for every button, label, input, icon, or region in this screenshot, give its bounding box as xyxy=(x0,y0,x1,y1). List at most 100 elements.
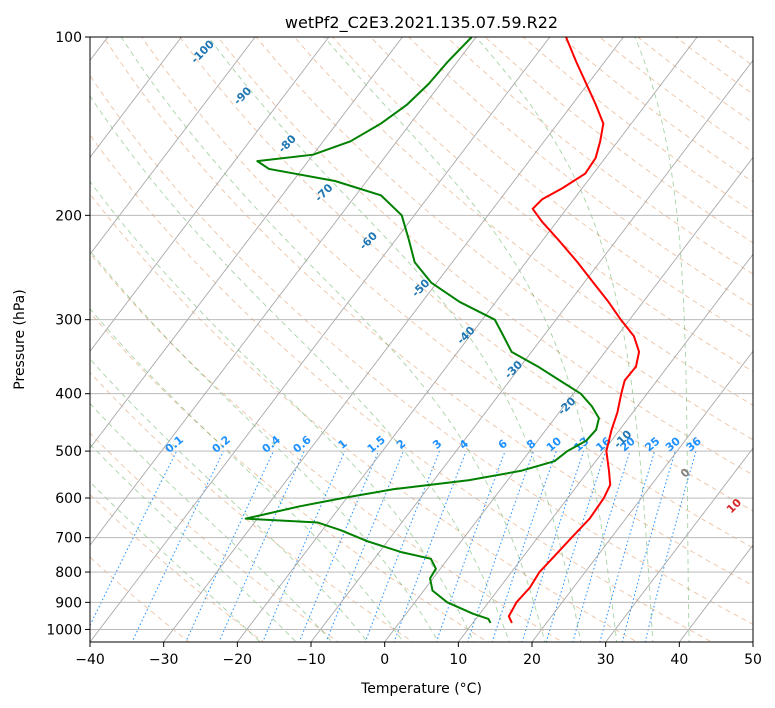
mixing-ratio-label: 0.4 xyxy=(260,433,284,456)
isotherm-line xyxy=(90,37,256,256)
isotherm-label: -80 xyxy=(276,132,299,155)
x-tick-label: −20 xyxy=(223,652,253,668)
moist-adiabat-line xyxy=(90,308,404,642)
mixing-ratio-line xyxy=(298,450,380,642)
isotherm-line xyxy=(236,37,698,642)
mixing-ratio-line xyxy=(545,450,607,642)
chart-title: wetPf2_C2E3.2021.135.07.59.R22 xyxy=(285,13,558,33)
x-tick-label: −10 xyxy=(296,652,326,668)
dry-adiabat-line xyxy=(90,74,753,625)
dry-adiabat-line xyxy=(446,37,753,275)
mixing-ratio-label: 2 xyxy=(394,437,408,452)
x-tick-label: 50 xyxy=(744,652,762,668)
isotherm-line xyxy=(90,37,403,449)
sounding-series xyxy=(244,37,641,624)
x-tick-label: 0 xyxy=(380,652,389,668)
isotherm-line xyxy=(163,37,624,642)
moist-adiabat-line xyxy=(90,250,439,642)
x-tick-label: 20 xyxy=(523,652,541,668)
mixing-ratio-label: 4 xyxy=(457,437,471,452)
dry-adiabat-line xyxy=(598,37,753,153)
mixing-ratio-label: 1.5 xyxy=(365,433,388,455)
x-axis-label: Temperature (°C) xyxy=(360,681,482,697)
isotherms xyxy=(90,37,753,642)
isotherm-label: -20 xyxy=(555,394,578,417)
dry-adiabat-line xyxy=(331,37,753,373)
mixing-ratio-label: 6 xyxy=(496,437,510,452)
y-tick-label: 900 xyxy=(55,595,82,611)
y-axis: 100 200 300 400 500 600 700 800 900 1000 xyxy=(46,30,90,638)
mixing-ratio-line xyxy=(325,450,404,642)
isotherm-line xyxy=(90,37,551,642)
isotherm-label: -70 xyxy=(312,181,335,204)
y-tick-label: 200 xyxy=(55,208,82,224)
y-tick-label: 100 xyxy=(55,30,82,46)
mixing-ratio-line xyxy=(262,450,346,642)
annotation-labels: 0.1 0.2 0.4 0.6 1 1.5 2 3 4 6 8 10 13 16 20 25 30 36-100-… xyxy=(163,37,745,516)
temperature-profile-line xyxy=(507,37,641,624)
plot-frame xyxy=(89,36,754,643)
x-tick-label: 10 xyxy=(449,652,467,668)
mixing-ratio-line xyxy=(131,450,224,642)
dry-adiabat-line xyxy=(675,37,753,95)
mixing-ratio-line xyxy=(521,450,585,642)
isotherm-line xyxy=(384,156,753,642)
dry-adiabat-line xyxy=(179,37,753,512)
isotherm-line xyxy=(752,641,753,642)
isotherm-line xyxy=(531,350,753,642)
isotherm-line xyxy=(310,59,753,642)
mixing-ratio-line xyxy=(218,450,305,642)
isotherm-label: -40 xyxy=(454,324,477,347)
y-tick-label: 700 xyxy=(55,531,82,547)
dry-adiabat-line xyxy=(522,37,753,213)
mixing-ratio-line xyxy=(435,450,506,642)
x-tick-label: −30 xyxy=(149,652,179,668)
pressure-gridlines xyxy=(90,37,753,630)
dry-adiabat-line xyxy=(560,37,753,183)
x-axis: −40 −30 −20 −10 0 10 20 30 40 50 xyxy=(75,642,762,668)
y-tick-label: 300 xyxy=(55,313,82,329)
dry-adiabat-line xyxy=(293,37,753,406)
y-axis-label: Pressure (hPa) xyxy=(12,289,28,389)
dry-adiabat-line xyxy=(141,37,753,549)
dry-adiabat-line xyxy=(484,37,753,244)
dry-adiabat-line xyxy=(713,37,753,67)
y-tick-label: 600 xyxy=(55,491,82,507)
mixing-ratio-label: 0.1 xyxy=(163,433,186,455)
dry-adiabat-line xyxy=(217,37,753,476)
dry-adiabat-line xyxy=(90,556,190,642)
isotherm-label: -30 xyxy=(502,358,525,381)
moist-adiabat-line xyxy=(634,37,690,642)
isotherm-line xyxy=(90,37,182,159)
y-tick-label: 400 xyxy=(55,387,82,403)
moist-adiabat-line xyxy=(90,402,333,642)
mixing-ratio-line xyxy=(90,450,178,627)
plot-area: 0.1 0.2 0.4 0.6 1 1.5 2 3 4 6 8 10 13 16 20 25 30 36-100-… xyxy=(90,37,753,642)
mixing-ratio-label: 8 xyxy=(524,437,538,452)
mixing-ratio-label: 3 xyxy=(430,437,444,452)
y-tick-label: 800 xyxy=(55,565,82,581)
isotherm-label: -100 xyxy=(188,37,217,66)
x-tick-label: −40 xyxy=(75,652,105,668)
moist-adiabat-line xyxy=(208,37,582,642)
isotherm-line xyxy=(605,447,753,642)
y-tick-label: 500 xyxy=(55,444,82,460)
dry-adiabat-line xyxy=(255,37,753,441)
dry-adiabat-line xyxy=(90,134,713,642)
y-tick-label: 1000 xyxy=(46,622,82,638)
dry-adiabat-line xyxy=(90,193,638,642)
isotherm-line xyxy=(90,37,330,352)
x-tick-label: 40 xyxy=(670,652,688,668)
dry-adiabat-line xyxy=(369,37,753,339)
moist-adiabat-line xyxy=(90,443,297,642)
dry-adiabat-line xyxy=(636,37,753,124)
isotherm-line xyxy=(457,253,753,642)
isotherm-line xyxy=(678,544,753,642)
isotherm-line xyxy=(90,37,477,546)
dry-adiabat-line xyxy=(102,37,753,587)
x-tick-label: 30 xyxy=(597,652,615,668)
moist-adiabat-line xyxy=(90,358,369,642)
moist-adiabats xyxy=(90,37,690,642)
isotherm-label: -90 xyxy=(231,84,254,107)
